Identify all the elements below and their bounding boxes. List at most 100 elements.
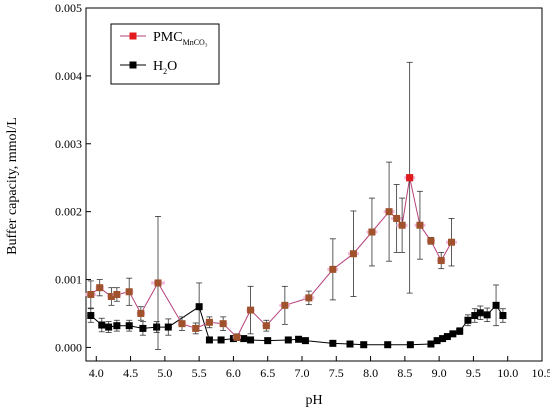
data-point	[98, 321, 106, 329]
data-point	[483, 311, 491, 319]
data-point	[349, 250, 357, 258]
data-point	[178, 320, 186, 328]
data-point	[87, 312, 95, 320]
y-tick-label: 0.005	[55, 1, 82, 15]
legend-label-water-suffix: O	[167, 59, 177, 74]
data-point	[262, 322, 270, 330]
legend-label-water-main: H	[153, 59, 163, 74]
data-point	[247, 306, 255, 314]
data-point	[437, 257, 445, 265]
data-point-peak	[406, 174, 414, 182]
legend-marker-pmc	[129, 32, 137, 40]
data-point	[125, 288, 133, 296]
legend-item-water: H2O	[120, 59, 177, 76]
y-tick-label: 0.002	[55, 205, 82, 219]
x-tick-label: 8.0	[363, 366, 378, 380]
data-point	[398, 221, 406, 229]
legend-label-pmc-sub: MnCO₃	[183, 38, 208, 47]
legend: PMCMnCO₃ H2O	[110, 23, 220, 85]
x-tick-label: 6.0	[226, 366, 241, 380]
data-point	[96, 284, 104, 292]
data-point	[107, 293, 115, 301]
data-point	[346, 340, 354, 348]
x-tick-label: 10.0	[497, 366, 518, 380]
data-point	[433, 337, 441, 345]
data-point	[449, 330, 457, 338]
data-point	[281, 301, 289, 309]
x-tick-label: 7.0	[295, 366, 310, 380]
data-point	[393, 214, 401, 222]
data-point	[439, 335, 447, 343]
data-point	[443, 333, 451, 341]
legend-label-pmc-main: PMC	[153, 30, 183, 45]
x-tick-label: 5.0	[157, 366, 172, 380]
data-point	[205, 336, 213, 344]
data-point	[247, 336, 255, 344]
axis-ticks: 4.0 4.5 5.0 5.5 6.0 6.5 7.0 7.5 8.0 8.5 9.0 9.5 10.0…	[55, 1, 550, 380]
legend-label-water-sub: 2	[163, 67, 167, 76]
y-tick-label: 0.000	[55, 340, 82, 354]
x-tick-label: 10.5	[532, 366, 550, 380]
x-tick-label: 4.5	[123, 366, 138, 380]
x-tick-label: 7.5	[329, 366, 344, 380]
data-point	[329, 339, 337, 347]
data-point	[219, 320, 227, 328]
data-point	[476, 309, 484, 317]
data-point	[301, 337, 309, 345]
series-1	[87, 282, 507, 349]
data-point	[195, 303, 203, 311]
x-tick-label: 8.5	[397, 366, 412, 380]
data-point	[406, 341, 414, 349]
legend-box	[110, 23, 220, 85]
data-point	[427, 237, 435, 245]
data-point	[113, 290, 121, 298]
data-point	[113, 322, 121, 330]
series-layer	[85, 61, 507, 350]
data-point	[499, 312, 507, 320]
data-point	[284, 336, 292, 344]
x-tick-label: 4.0	[89, 366, 104, 380]
data-point	[205, 318, 213, 326]
data-point	[87, 290, 95, 298]
data-point	[416, 221, 424, 229]
x-tick-label: 9.0	[432, 366, 447, 380]
y-tick-label: 0.001	[55, 273, 82, 287]
legend-label-pmc: PMCMnCO₃	[153, 30, 208, 47]
legend-label-water: H2O	[153, 59, 177, 76]
data-point	[105, 323, 113, 331]
series-0	[85, 61, 457, 350]
data-point	[464, 316, 472, 324]
data-point	[492, 301, 500, 309]
data-point	[447, 238, 455, 246]
data-point	[264, 337, 272, 345]
data-point	[139, 324, 147, 332]
y-axis-title: Buffer capacity, mmol/L	[5, 117, 20, 255]
data-point	[153, 323, 161, 331]
y-tick-label: 0.004	[55, 69, 82, 83]
data-point	[384, 341, 392, 349]
data-point	[329, 265, 337, 273]
data-point	[240, 335, 248, 343]
y-tick-label: 0.003	[55, 137, 82, 151]
data-point	[456, 327, 464, 335]
legend-marker-water	[129, 61, 137, 69]
data-point	[137, 309, 145, 317]
data-point	[305, 294, 313, 302]
x-tick-label: 6.5	[260, 366, 275, 380]
data-point	[471, 312, 479, 320]
data-point	[154, 279, 162, 287]
data-point	[295, 335, 303, 343]
data-point	[385, 208, 393, 216]
legend-item-pmc: PMCMnCO₃	[120, 30, 208, 47]
data-point	[217, 336, 225, 344]
data-point	[368, 228, 376, 236]
data-point	[360, 341, 368, 349]
x-tick-label: 9.5	[466, 366, 481, 380]
data-point	[192, 324, 200, 332]
data-point	[427, 340, 435, 348]
x-axis-title: pH	[305, 393, 322, 408]
data-point	[125, 322, 133, 330]
plot-frame	[85, 7, 543, 362]
data-point	[233, 333, 241, 341]
